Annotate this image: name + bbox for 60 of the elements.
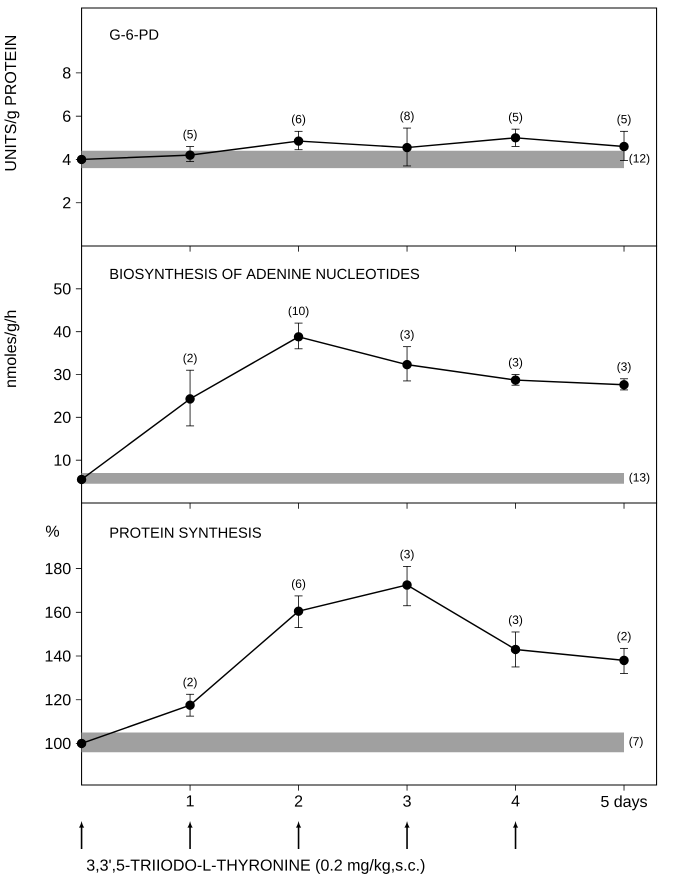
annotation: (10): [288, 306, 309, 318]
y-axis-title: UNITS/g PROTEIN: [4, 36, 20, 170]
text: 3,3',5-TRIIODO-L-THYRONINE (0.2 mg/kg,s.c.): [87, 859, 425, 874]
x-tick-label: 5 days: [601, 795, 648, 810]
point: [402, 580, 412, 590]
text: G-6-PD: [110, 29, 159, 40]
annotation: (2): [184, 677, 197, 689]
band-label: (12): [630, 154, 650, 166]
y-tick-label: 140: [46, 650, 71, 662]
y-tick-label: 30: [54, 368, 71, 380]
text: PROTEIN SYNTHESIS: [110, 527, 262, 538]
y-tick-label: 8: [63, 67, 71, 79]
x-tick-label: 4: [512, 795, 520, 806]
y-tick-label: 100: [46, 738, 71, 750]
point: [402, 142, 412, 152]
text: BIOSYNTHESIS OF ADENINE NUCLEOTIDES: [110, 268, 420, 280]
y-axis-title: nmoles/g/h: [4, 310, 20, 387]
point: [186, 394, 196, 404]
band-label: (13): [630, 472, 650, 484]
x-tick-label: 1: [187, 795, 194, 806]
y-tick-label: 180: [46, 562, 71, 574]
annotation: (5): [509, 112, 522, 124]
annotation: (2): [184, 353, 197, 365]
point: [77, 738, 87, 748]
point: [294, 136, 304, 146]
annotation: (3): [509, 358, 522, 369]
annotation: (3): [400, 550, 414, 561]
y-tick-label: 4: [62, 154, 71, 165]
y-tick-label: 2: [63, 197, 71, 208]
band-label: (7): [630, 736, 643, 748]
point: [511, 644, 520, 654]
annotation: (8): [400, 111, 414, 122]
point: [620, 656, 629, 666]
point: [620, 142, 629, 152]
annotation: (6): [292, 114, 306, 126]
point: [294, 606, 304, 616]
point: [402, 360, 412, 370]
point: [294, 332, 304, 342]
y-tick-label: 10: [54, 454, 71, 466]
annotation: (3): [509, 615, 522, 626]
y-tick-label: 160: [46, 606, 71, 618]
point: [186, 150, 196, 160]
point: [77, 474, 87, 484]
y-tick-label: 20: [54, 412, 71, 423]
annotation: (3): [618, 362, 631, 374]
point: [511, 133, 520, 143]
y-tick-label: 6: [63, 110, 71, 122]
annotation: (5): [184, 130, 197, 141]
annotation: (3): [400, 330, 414, 342]
y-tick-label: 50: [54, 283, 71, 294]
annotation: (6): [292, 579, 306, 590]
y-tick-label: 120: [46, 694, 71, 706]
point: [186, 700, 196, 710]
x-tick-label: 3: [403, 795, 412, 807]
annotation: (2): [618, 632, 631, 643]
point: [77, 154, 87, 164]
annotation: (5): [618, 114, 631, 126]
y-tick-label: 40: [54, 326, 71, 338]
x-tick-label: 2: [295, 795, 302, 807]
y-axis-title: %: [46, 526, 60, 537]
